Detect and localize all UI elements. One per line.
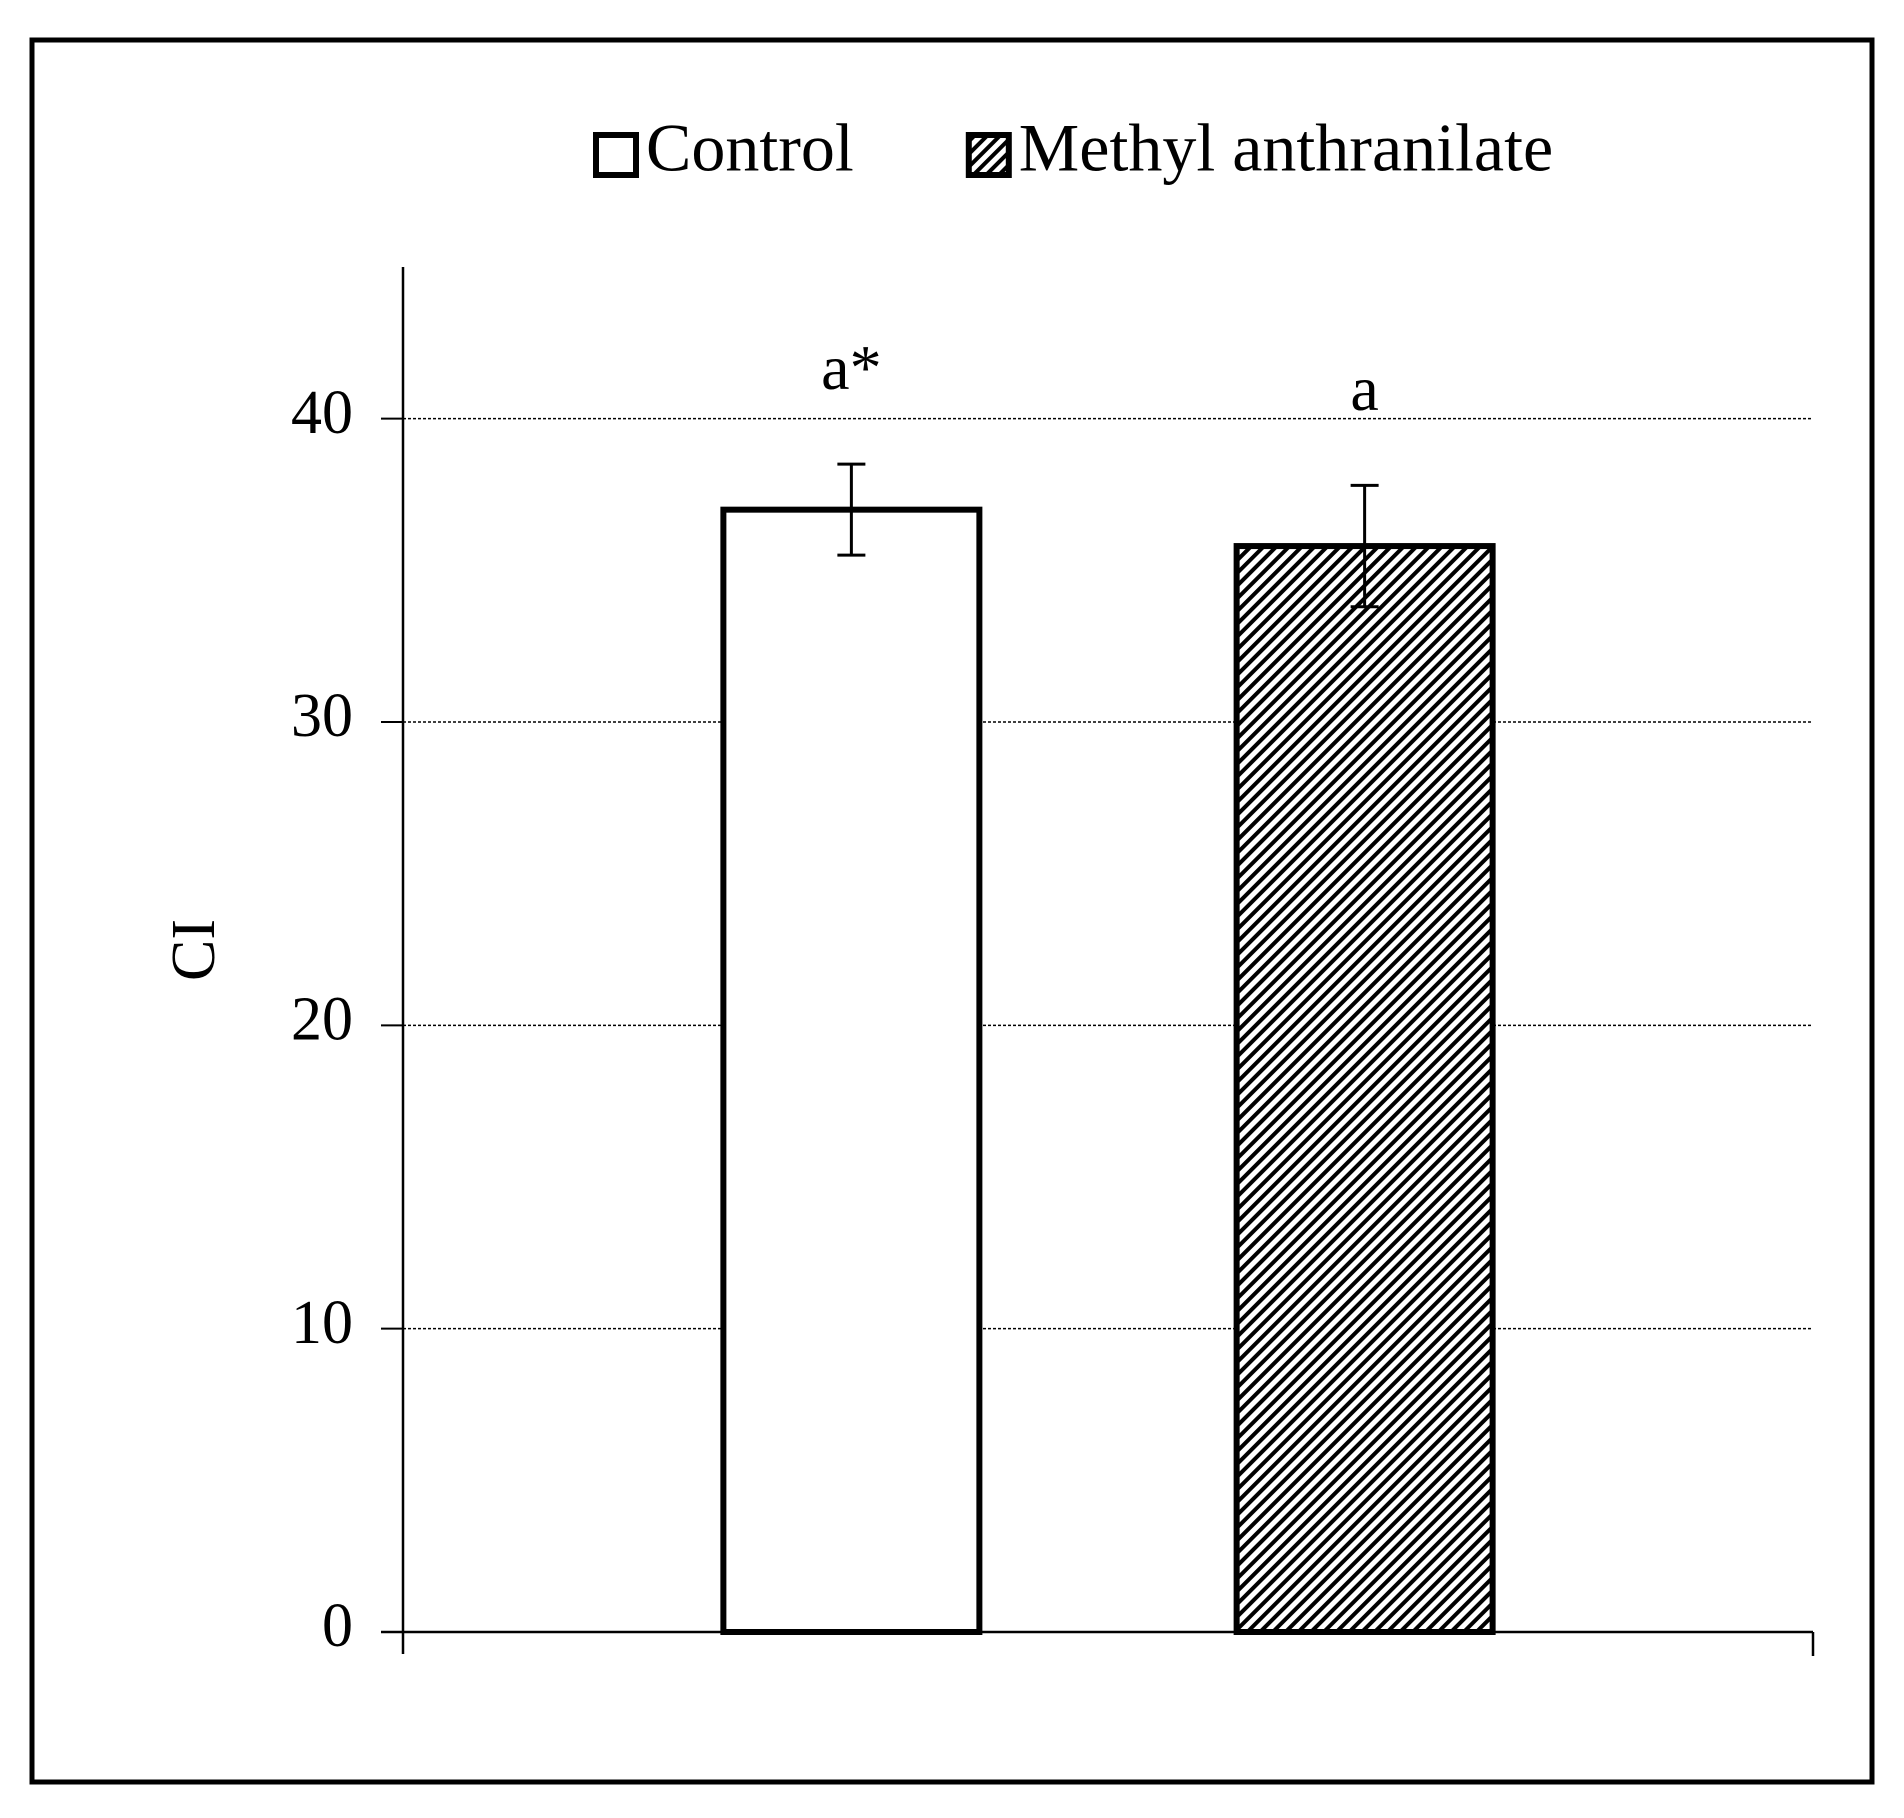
y-tick-label: 40 — [291, 379, 353, 447]
legend-label: Methyl anthranilate — [1019, 110, 1553, 186]
y-tick-label: 10 — [291, 1289, 353, 1357]
y-tick-label: 0 — [322, 1592, 353, 1660]
legend-swatch — [593, 132, 639, 178]
legend-swatch — [965, 132, 1012, 178]
bar — [1233, 543, 1496, 1635]
y-tick-label: 30 — [291, 682, 353, 750]
bar — [720, 506, 983, 1636]
y-axis-label: CI — [160, 919, 228, 981]
legend-label: Control — [646, 110, 854, 186]
annotation: a* — [821, 332, 881, 403]
annotation: a — [1350, 353, 1378, 424]
frame — [29, 37, 1875, 1785]
y-tick-label: 20 — [291, 986, 353, 1054]
